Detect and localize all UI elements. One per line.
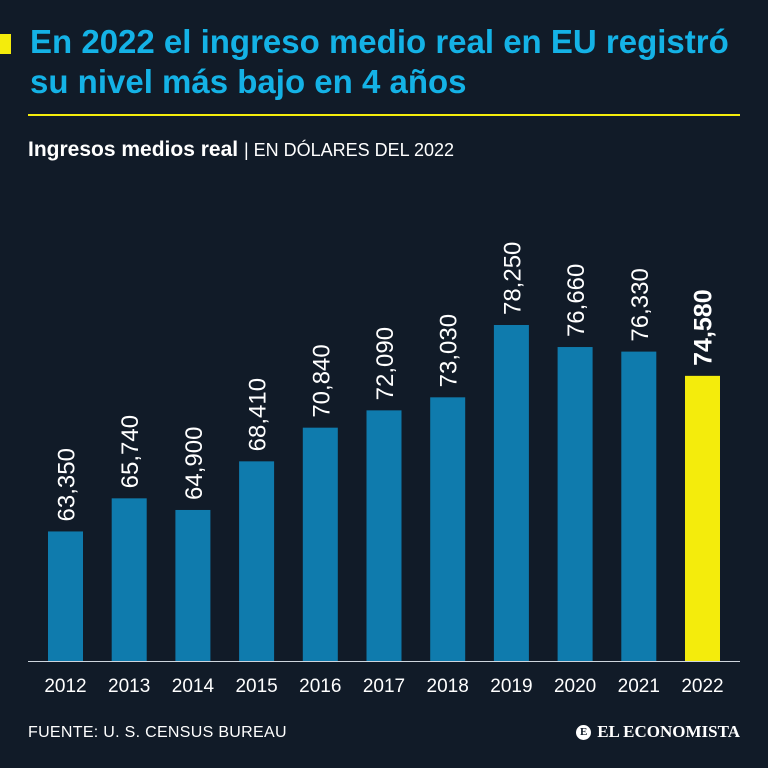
x-tick-label-2022: 2022	[681, 676, 723, 697]
value-label-2021: 76,330	[627, 268, 654, 341]
value-label-2020: 76,660	[563, 264, 590, 337]
x-tick-label-2015: 2015	[235, 676, 277, 697]
title-divider	[28, 114, 740, 116]
bar-2021	[621, 351, 657, 661]
value-label-2018: 73,030	[436, 314, 463, 387]
accent-block	[0, 34, 11, 54]
value-label-2017: 72,090	[372, 327, 399, 400]
brand-name: EL ECONOMISTA	[597, 722, 740, 741]
bar-2020	[557, 347, 593, 661]
x-tick-label-2017: 2017	[363, 676, 405, 697]
bar-2017	[366, 410, 402, 661]
value-label-2019: 78,250	[499, 242, 526, 315]
value-label-2016: 70,840	[308, 344, 335, 417]
x-tick-label-2020: 2020	[554, 676, 596, 697]
x-tick-label-2019: 2019	[490, 676, 532, 697]
x-tick-label-2012: 2012	[44, 676, 86, 697]
x-tick-label-2018: 2018	[427, 676, 469, 697]
bar-2018	[430, 397, 466, 661]
value-label-2022: 74,580	[690, 289, 718, 365]
value-label-2012: 63,350	[54, 448, 81, 521]
brand-logo: E EL ECONOMISTA	[576, 722, 740, 742]
page-title: En 2022 el ingreso medio real en EU regi…	[30, 23, 729, 100]
x-tick-label-2013: 2013	[108, 676, 150, 697]
bar-2015	[239, 461, 275, 661]
subtitle-unit: | EN DÓLARES DEL 2022	[243, 140, 455, 160]
value-label-2013: 65,740	[117, 415, 144, 488]
bar-2019	[493, 325, 529, 661]
x-tick-label-2016: 2016	[299, 676, 341, 697]
bar-2014	[175, 509, 211, 661]
bar-2022	[685, 375, 720, 661]
value-label-2015: 68,410	[245, 378, 272, 451]
brand-mark-icon: E	[576, 724, 592, 740]
bar-2012	[48, 531, 83, 661]
x-tick-label-2014: 2014	[172, 676, 215, 697]
bar-2013	[111, 498, 147, 661]
bar-2016	[302, 427, 338, 661]
subtitle-main: Ingresos medios real	[28, 138, 239, 161]
source-note: FUENTE: U. S. CENSUS BUREAU	[28, 724, 287, 741]
value-label-2014: 64,900	[181, 427, 208, 500]
chart-subtitle: Ingresos medios real | EN DÓLARES DEL 20…	[28, 138, 454, 162]
x-tick-label-2021: 2021	[618, 676, 660, 697]
